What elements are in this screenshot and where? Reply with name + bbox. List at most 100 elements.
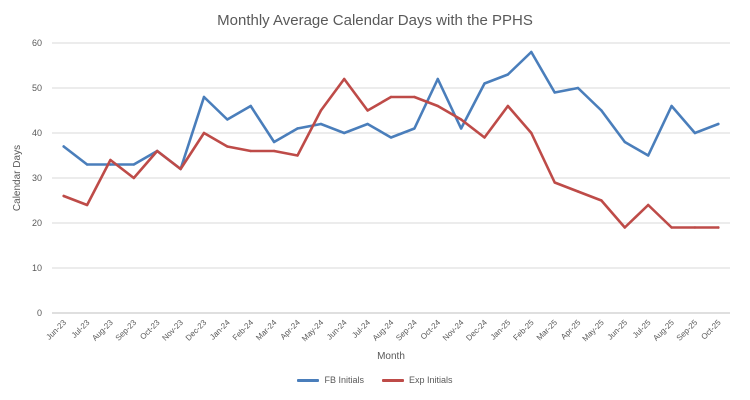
- series-line-exp-initials: [62, 77, 720, 229]
- x-tick-label-mar-24: Mar-24: [254, 318, 279, 343]
- data-point-exp-initials-feb-25: [530, 131, 533, 135]
- x-tick-label-jul-24: Jul-24: [350, 318, 372, 340]
- data-point-fb-initials-oct-24: [436, 77, 439, 81]
- x-tick-label-feb-25: Feb-25: [511, 318, 536, 343]
- data-point-exp-initials-dec-23: [202, 131, 206, 135]
- x-tick-label-jun-25: Jun-25: [606, 318, 630, 342]
- y-tick-label-30: 30: [32, 173, 42, 183]
- data-point-exp-initials-oct-24: [436, 104, 439, 108]
- x-tick-label-oct-24: Oct-24: [419, 318, 443, 342]
- data-point-exp-initials-mar-25: [553, 181, 556, 184]
- x-tick-label-oct-25: Oct-25: [699, 318, 723, 342]
- series-line-fb-initials: [62, 50, 720, 171]
- data-point-fb-initials-sep-24: [413, 127, 416, 130]
- data-point-fb-initials-jul-23: [85, 163, 89, 166]
- legend-item-exp-initials: Exp Initials: [381, 375, 453, 385]
- x-tick-label-jan-24: Jan-24: [208, 318, 232, 342]
- x-tick-label-nov-23: Nov-23: [160, 318, 185, 343]
- data-point-fb-initials-jan-25: [506, 73, 510, 76]
- data-point-fb-initials-oct-25: [717, 122, 720, 126]
- data-point-exp-initials-apr-24: [296, 154, 299, 157]
- data-point-fb-initials-jul-24: [366, 122, 369, 126]
- data-point-fb-initials-jul-25: [646, 154, 650, 157]
- x-tick-label-aug-24: Aug-24: [371, 318, 396, 343]
- data-point-exp-initials-sep-24: [413, 95, 416, 99]
- x-tick-label-jul-23: Jul-23: [70, 318, 92, 340]
- legend-item-fb-initials: FB Initials: [297, 375, 364, 385]
- x-tick-label-oct-23: Oct-23: [138, 318, 162, 342]
- data-point-exp-initials-jun-24: [343, 77, 346, 81]
- data-point-fb-initials-aug-23: [109, 163, 112, 166]
- x-axis-title: Month: [377, 351, 405, 362]
- y-tick-label-0: 0: [37, 308, 42, 318]
- x-tick-label-nov-24: Nov-24: [441, 318, 466, 343]
- data-point-fb-initials-feb-24: [249, 104, 252, 108]
- data-point-exp-initials-jul-25: [646, 203, 650, 207]
- data-point-fb-initials-jan-24: [226, 118, 229, 121]
- chart-title: Monthly Average Calendar Days with the P…: [217, 12, 533, 29]
- data-point-fb-initials-jun-23: [62, 145, 65, 148]
- data-point-fb-initials-aug-25: [670, 104, 673, 108]
- data-point-exp-initials-sep-23: [132, 176, 136, 180]
- data-point-exp-initials-jan-25: [506, 104, 510, 108]
- x-tick-label-mar-25: Mar-25: [535, 318, 560, 343]
- data-point-fb-initials-jun-25: [623, 140, 626, 144]
- x-tick-label-may-24: May-24: [300, 318, 326, 344]
- x-tick-label-jul-25: Jul-25: [631, 318, 653, 340]
- x-tick-label-jun-23: Jun-23: [44, 318, 68, 342]
- data-point-fb-initials-apr-24: [296, 127, 299, 130]
- y-tick-label-60: 60: [32, 38, 42, 48]
- legend-swatch-fb-initials: [297, 378, 320, 382]
- x-tick-label-aug-23: Aug-23: [90, 318, 115, 343]
- legend: FB Initials Exp Initials: [0, 375, 750, 385]
- data-point-exp-initials-mar-24: [272, 149, 276, 153]
- data-point-exp-initials-nov-23: [179, 167, 182, 171]
- x-tick-label-apr-25: Apr-25: [559, 318, 583, 342]
- data-point-fb-initials-jun-24: [343, 131, 346, 135]
- x-tick-label-apr-24: Apr-24: [279, 318, 303, 342]
- legend-label-exp-initials: Exp Initials: [408, 375, 453, 385]
- data-point-fb-initials-dec-24: [483, 82, 486, 85]
- y-tick-label-10: 10: [32, 263, 42, 273]
- y-tick-label-20: 20: [32, 218, 42, 228]
- data-point-fb-initials-feb-25: [530, 50, 533, 54]
- data-point-exp-initials-jul-24: [366, 109, 369, 112]
- data-point-fb-initials-sep-23: [132, 163, 136, 166]
- data-point-exp-initials-jan-24: [226, 145, 229, 148]
- data-point-fb-initials-apr-25: [576, 86, 580, 90]
- x-tick-label-feb-24: Feb-24: [231, 318, 256, 343]
- y-tick-label-40: 40: [32, 128, 42, 138]
- x-tick-label-jan-25: Jan-25: [489, 318, 513, 342]
- x-tick-label-jun-24: Jun-24: [325, 318, 349, 342]
- data-point-exp-initials-oct-23: [156, 149, 159, 153]
- x-tick-label-sep-23: Sep-23: [114, 318, 139, 343]
- data-point-exp-initials-jun-25: [623, 226, 626, 229]
- data-point-fb-initials-aug-24: [389, 136, 393, 139]
- data-point-exp-initials-apr-25: [576, 190, 580, 193]
- data-point-fb-initials-may-25: [600, 109, 603, 112]
- data-point-exp-initials-sep-25: [693, 226, 697, 229]
- legend-swatch-exp-initials: [381, 378, 404, 382]
- y-axis-title: Calendar Days: [12, 145, 23, 211]
- data-point-exp-initials-oct-25: [717, 226, 720, 229]
- data-point-exp-initials-jun-23: [62, 194, 65, 198]
- data-point-exp-initials-aug-25: [670, 226, 673, 229]
- x-tick-label-dec-24: Dec-24: [464, 318, 489, 343]
- data-point-exp-initials-may-24: [319, 109, 323, 112]
- data-point-fb-initials-nov-24: [459, 127, 463, 130]
- data-point-exp-initials-aug-24: [389, 95, 393, 99]
- data-point-exp-initials-jul-23: [85, 203, 89, 207]
- data-point-exp-initials-dec-24: [483, 136, 486, 139]
- legend-label-fb-initials: FB Initials: [324, 375, 364, 385]
- x-tick-label-sep-24: Sep-24: [394, 318, 419, 343]
- x-tick-label-sep-25: Sep-25: [675, 318, 700, 343]
- x-tick-label-dec-23: Dec-23: [184, 318, 209, 343]
- data-point-exp-initials-may-25: [600, 199, 603, 202]
- data-point-fb-initials-dec-23: [202, 95, 206, 99]
- data-point-exp-initials-feb-24: [249, 149, 252, 153]
- x-tick-label-aug-25: Aug-25: [651, 318, 676, 343]
- y-tick-label-50: 50: [32, 83, 42, 93]
- data-point-exp-initials-aug-23: [109, 158, 112, 162]
